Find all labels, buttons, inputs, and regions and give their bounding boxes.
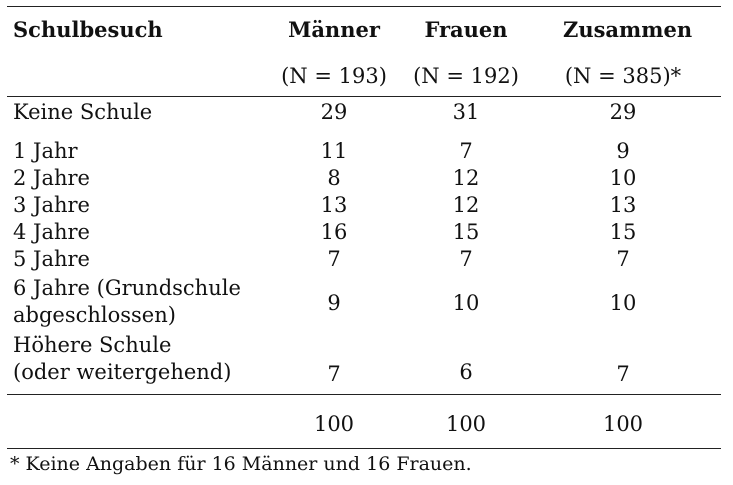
row-label-line2: abgeschlossen) <box>13 303 176 327</box>
row-label: 4 Jahre <box>13 220 90 244</box>
cell-frauen: 31 <box>452 100 480 124</box>
header-n-zusammen: (N = 385)* <box>564 64 682 88</box>
cell-maenner: 29 <box>320 100 348 124</box>
cell-zusammen: 10 <box>609 166 637 190</box>
cell-maenner: 7 <box>327 247 341 271</box>
top-rule <box>7 6 721 7</box>
header-frauen: Frauen <box>424 17 508 42</box>
totals-rule <box>7 394 721 395</box>
row-label: Keine Schule <box>13 100 153 124</box>
cell-zusammen: 7 <box>616 247 630 271</box>
cell-frauen: 7 <box>459 139 473 163</box>
row-label: 2 Jahre <box>13 166 90 190</box>
cell-zusammen: 10 <box>609 291 637 315</box>
cell-frauen: 10 <box>452 291 480 315</box>
header-rule <box>7 96 721 97</box>
total-frauen: 100 <box>445 412 487 436</box>
header-maenner: Männer <box>288 17 380 42</box>
cell-maenner: 8 <box>327 166 341 190</box>
cell-frauen: 7 <box>459 247 473 271</box>
cell-frauen: 12 <box>452 166 480 190</box>
cell-maenner: 9 <box>327 291 341 315</box>
cell-frauen: 15 <box>452 220 480 244</box>
row-label-line1: 6 Jahre (Grundschule <box>13 276 241 300</box>
footnote: * Keine Angaben für 16 Männer und 16 Fra… <box>10 453 472 475</box>
row-label-line2: (oder weitergehend) <box>13 360 232 384</box>
cell-zusammen: 15 <box>609 220 637 244</box>
row-label-line1: Höhere Schule <box>13 333 172 357</box>
cell-maenner: 7 <box>327 362 341 386</box>
total-zusammen: 100 <box>602 412 644 436</box>
row-label: 5 Jahre <box>13 247 90 271</box>
cell-maenner: 11 <box>320 139 348 163</box>
total-maenner: 100 <box>313 412 355 436</box>
cell-zusammen: 9 <box>616 139 630 163</box>
header-n-frauen: (N = 192) <box>413 64 519 88</box>
header-label: Schulbesuch <box>13 17 163 42</box>
cell-zusammen: 29 <box>609 100 637 124</box>
header-n-maenner: (N = 193) <box>281 64 387 88</box>
row-label: 1 Jahr <box>13 139 78 163</box>
header-zusammen: Zusammen <box>563 17 693 42</box>
cell-maenner: 13 <box>320 193 348 217</box>
row-label: 3 Jahre <box>13 193 90 217</box>
cell-maenner: 16 <box>320 220 348 244</box>
cell-zusammen: 13 <box>609 193 637 217</box>
cell-frauen: 12 <box>452 193 480 217</box>
cell-frauen: 6 <box>459 360 473 384</box>
cell-zusammen: 7 <box>616 362 630 386</box>
bottom-rule <box>7 448 721 449</box>
